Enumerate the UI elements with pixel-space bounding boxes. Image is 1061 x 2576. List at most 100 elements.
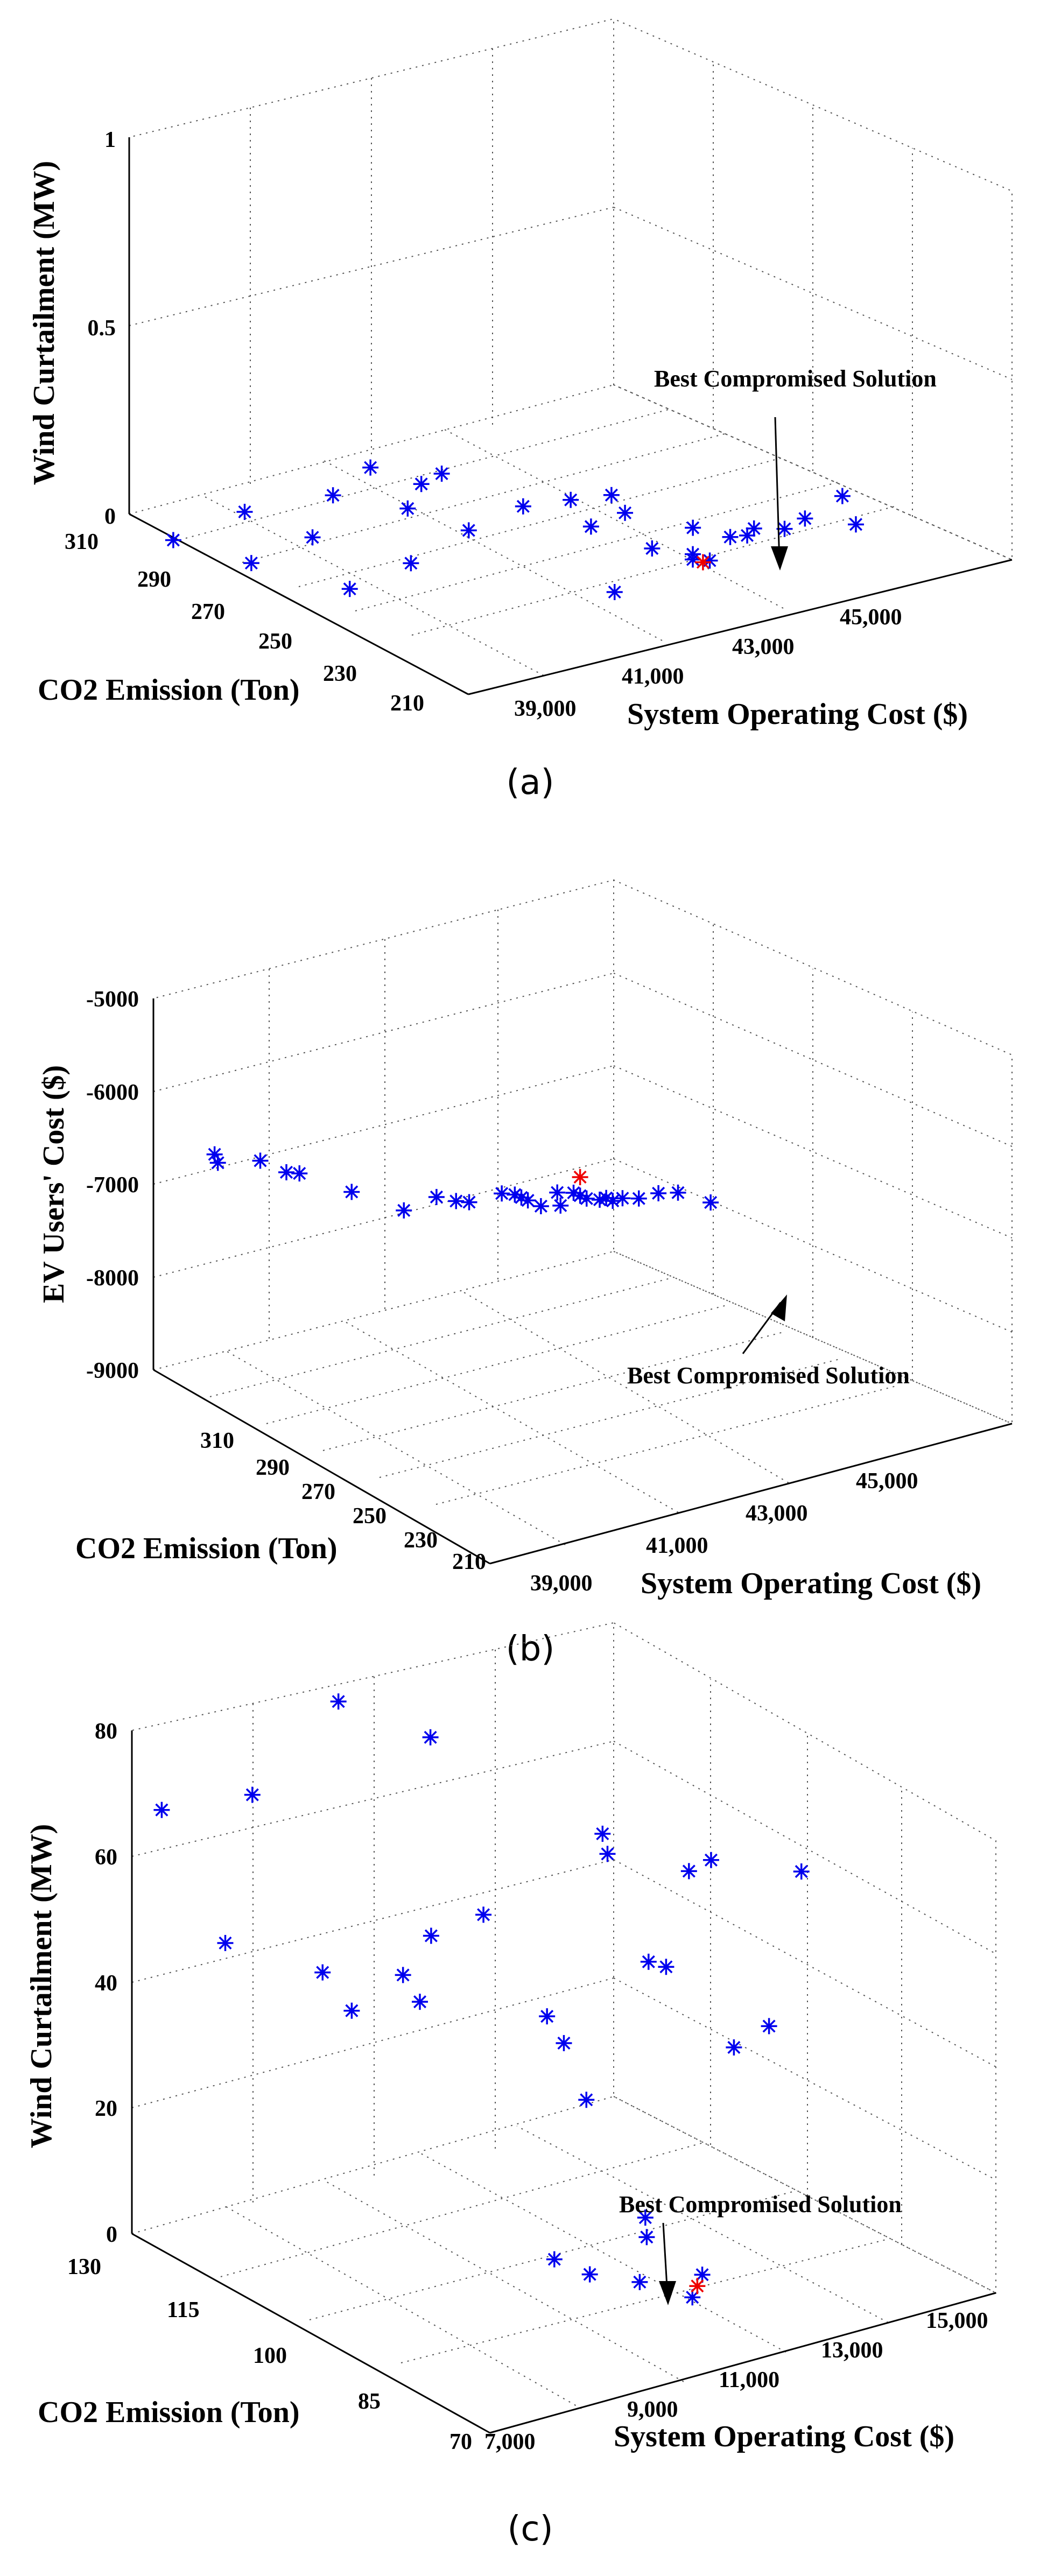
panel-b-gridlines	[153, 879, 1013, 1545]
panel-c-z-tick: 60	[95, 1845, 117, 1870]
data-point	[746, 520, 762, 537]
panel-a-y-label: CO2 Emission (Ton)	[38, 673, 300, 707]
data-point	[563, 491, 579, 508]
panel-b-x-tick: 41,000	[646, 1533, 708, 1558]
panel-c-y-tick: 70	[449, 2430, 472, 2454]
panel-c-x-tick: 9,000	[627, 2397, 678, 2422]
panel-a-y-tick: 290	[137, 567, 171, 592]
data-point	[644, 540, 661, 557]
data-point	[314, 1964, 331, 1981]
data-point	[304, 529, 321, 546]
panel-b-data-points	[206, 1146, 719, 1219]
data-point	[650, 1185, 667, 1201]
data-point	[598, 1190, 615, 1206]
data-point	[556, 2035, 572, 2051]
panel-a-axes	[128, 137, 1013, 695]
data-point	[614, 1190, 631, 1207]
data-point	[217, 1934, 234, 1951]
panel-c-x-tick: 13,000	[821, 2338, 883, 2363]
panel-b-y-tick: 230	[404, 1528, 438, 1553]
data-point	[680, 1863, 697, 1880]
panel-a-x-label: System Operating Cost ($)	[627, 698, 968, 731]
panel-b-annotation: Best Compromised Solution	[627, 1362, 910, 1389]
data-point	[670, 1184, 686, 1201]
data-point	[631, 2274, 648, 2290]
data-point	[343, 1184, 360, 1200]
data-point	[395, 1967, 411, 1983]
data-point	[343, 2002, 360, 2019]
data-point	[291, 1165, 308, 1182]
data-point	[412, 1994, 428, 2010]
panel-a-annotation-arrowhead	[771, 546, 788, 571]
panel-c-y-label: CO2 Emission (Ton)	[38, 2396, 300, 2429]
data-point	[658, 1959, 674, 1975]
panel-c-z-tick: 20	[95, 2096, 117, 2121]
best-solution-point	[572, 1169, 588, 1185]
panel-b-z-tick: -9000	[86, 1359, 139, 1383]
data-point	[546, 2251, 563, 2268]
panel-a-z-tick: 1	[104, 128, 116, 152]
data-point	[252, 1152, 269, 1169]
data-point	[565, 1185, 582, 1201]
data-point	[209, 1155, 226, 1171]
data-point	[638, 2229, 655, 2246]
data-point	[278, 1164, 295, 1180]
panel-a-y-tick: 230	[323, 661, 357, 686]
panel-a-y-tick: 270	[191, 600, 225, 624]
best-solution-point	[689, 2278, 706, 2295]
data-point	[637, 2209, 654, 2226]
panel-b-z-label: EV Users' Cost ($)	[37, 1065, 71, 1303]
panel-b-x-label: System Operating Cost ($)	[641, 1567, 981, 1600]
data-point	[519, 1192, 536, 1209]
data-point	[513, 1189, 530, 1206]
data-point	[244, 1786, 261, 1803]
data-point	[594, 1825, 611, 1842]
panel-a-annotation: Best Compromised Solution	[654, 365, 937, 392]
panel-a-annotation-arrow	[774, 417, 781, 563]
panel-a-x-tick: 43,000	[732, 635, 795, 659]
data-point	[428, 1188, 445, 1205]
panel-c-axes	[131, 1730, 996, 2434]
panel-c-x-label: System Operating Cost ($)	[614, 2420, 954, 2453]
data-point	[685, 519, 701, 536]
data-point	[243, 555, 259, 572]
panel-b-z-tick: -7000	[86, 1173, 139, 1198]
panel-a-caption: (a)	[506, 763, 554, 803]
panel-b-x-tick: 39,000	[530, 1571, 593, 1596]
data-point	[461, 1194, 477, 1210]
panel-b-y-tick: 270	[301, 1480, 335, 1504]
panel-b-y-tick: 310	[200, 1428, 234, 1453]
data-point	[640, 1953, 657, 1970]
panel-b-caption: (b)	[506, 1629, 555, 1669]
data-point	[578, 2092, 595, 2108]
data-point	[606, 584, 623, 600]
data-point	[413, 476, 430, 492]
panel-a-y-tick: 250	[258, 629, 292, 654]
panel-a-x-tick: 41,000	[622, 664, 684, 689]
panel-a-data-points	[165, 459, 864, 600]
data-point	[793, 1863, 810, 1880]
data-point	[325, 487, 341, 504]
data-point	[362, 459, 379, 476]
panel-b-y-label: CO2 Emission (Ton)	[75, 1532, 338, 1565]
panel-c-z-tick: 80	[95, 1719, 117, 1744]
data-point	[722, 529, 739, 545]
panel-c-z-tick: 40	[95, 1971, 117, 1996]
data-point	[702, 1194, 719, 1211]
panel-a: Best Compromised Solution 1 0.5 0 310 29…	[27, 18, 1013, 803]
data-point	[475, 1906, 492, 1923]
data-point	[581, 2266, 598, 2283]
panel-b-x-tick: 43,000	[746, 1501, 808, 1526]
data-point	[578, 1190, 595, 1207]
data-point	[236, 504, 253, 520]
data-point	[630, 1190, 647, 1207]
data-point	[423, 1927, 439, 1944]
data-point	[165, 532, 181, 548]
data-point	[539, 2008, 556, 2025]
panel-c-y-tick: 115	[167, 2298, 200, 2322]
panel-b-axes	[152, 998, 1013, 1565]
panel-c-y-tick: 85	[358, 2389, 381, 2414]
data-point	[761, 2018, 777, 2035]
data-point	[460, 522, 477, 539]
panel-c-x-tick: 11,000	[719, 2368, 779, 2392]
